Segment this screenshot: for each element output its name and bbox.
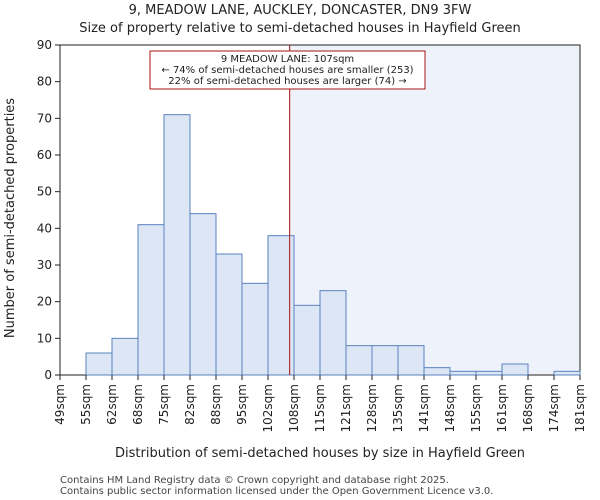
- x-axis-label: Distribution of semi-detached houses by …: [115, 446, 525, 461]
- bar-155sqm: [475, 370, 503, 376]
- x-tick-label-155sqm: 155sqm: [469, 384, 483, 432]
- bar-88sqm: [215, 253, 243, 376]
- x-tick-label-121sqm: 121sqm: [339, 384, 353, 432]
- x-tick-label-88sqm: 88sqm: [209, 384, 223, 425]
- bar-115sqm: [319, 290, 347, 376]
- bar-141sqm: [423, 367, 451, 376]
- annotation-line-2: ← 74% of semi-detached houses are smalle…: [161, 65, 413, 76]
- chart-subtitle: Size of property relative to semi-detach…: [79, 21, 521, 36]
- bar-135sqm: [397, 345, 425, 376]
- x-tick-label-148sqm: 148sqm: [443, 384, 457, 432]
- y-tick-label-40: 40: [37, 221, 52, 235]
- bar-82sqm: [189, 213, 217, 376]
- annotation-line-1: 9 MEADOW LANE: 107sqm: [221, 54, 354, 65]
- x-tick-label-62sqm: 62sqm: [105, 384, 119, 425]
- plot-area: 0 10 20 30 40 50 60 70 80 90 49sqm 55sqm 62sqm 68sqm 7…: [37, 38, 587, 432]
- y-tick-label-20: 20: [37, 295, 52, 309]
- bar-121sqm: [345, 345, 373, 376]
- x-tick-label-161sqm: 161sqm: [495, 384, 509, 432]
- x-tick-label-82sqm: 82sqm: [183, 384, 197, 425]
- bar-55sqm: [85, 352, 113, 376]
- y-tick-label-70: 70: [37, 111, 52, 125]
- annotation-line-3: 22% of semi-detached houses are larger (…: [168, 76, 406, 87]
- x-tick-label-135sqm: 135sqm: [391, 384, 405, 432]
- bar-95sqm: [241, 282, 269, 376]
- bar-128sqm: [371, 345, 399, 376]
- x-tick-label-68sqm: 68sqm: [131, 384, 145, 425]
- y-axis-label: Number of semi-detached properties: [3, 98, 18, 338]
- x-tick-label-49sqm: 49sqm: [53, 384, 67, 425]
- x-tick-label-174sqm: 174sqm: [547, 384, 561, 432]
- x-tick-label-102sqm: 102sqm: [261, 384, 275, 432]
- x-tick-label-108sqm: 108sqm: [287, 384, 301, 432]
- x-tick-label-168sqm: 168sqm: [521, 384, 535, 432]
- x-tick-label-95sqm: 95sqm: [235, 384, 249, 425]
- y-tick-label-0: 0: [44, 368, 52, 382]
- x-tick-label-181sqm: 181sqm: [573, 384, 587, 432]
- x-tick-label-128sqm: 128sqm: [365, 384, 379, 432]
- y-tick-label-80: 80: [37, 75, 52, 89]
- x-tick-label-141sqm: 141sqm: [417, 384, 431, 432]
- chart-title: 9, MEADOW LANE, AUCKLEY, DONCASTER, DN9 …: [129, 3, 472, 18]
- y-tick-label-30: 30: [37, 258, 52, 272]
- x-tick-label-55sqm: 55sqm: [79, 384, 93, 425]
- y-tick-label-50: 50: [37, 185, 52, 199]
- y-tick-label-60: 60: [37, 148, 52, 162]
- bar-148sqm: [449, 370, 477, 376]
- y-tick-label-90: 90: [37, 38, 52, 52]
- bar-62sqm: [111, 337, 139, 376]
- y-tick-label-10: 10: [37, 331, 52, 345]
- bar-108sqm: [293, 304, 321, 376]
- footer-line-1: Contains HM Land Registry data © Crown c…: [60, 475, 449, 486]
- x-tick-label-115sqm: 115sqm: [313, 384, 327, 432]
- bar-75sqm: [163, 114, 191, 376]
- bar-174sqm: [553, 370, 581, 376]
- footer-line-2: Contains public sector information licen…: [60, 486, 493, 497]
- x-tick-label-75sqm: 75sqm: [157, 384, 171, 425]
- bar-68sqm: [137, 224, 165, 376]
- annotation-box: [149, 50, 426, 90]
- bar-161sqm: [501, 363, 529, 376]
